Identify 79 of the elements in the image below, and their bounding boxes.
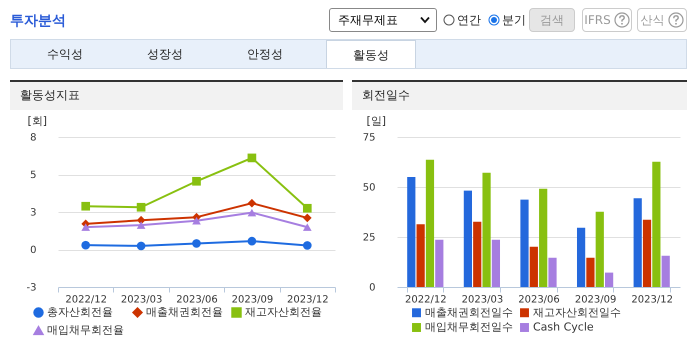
legend-label: Cash Cycle bbox=[533, 320, 594, 334]
y-tick-label: 25 bbox=[362, 232, 376, 244]
y-tick-label: 8 bbox=[30, 132, 36, 144]
text: IFRS bbox=[584, 13, 611, 27]
y-tick-label: 0 bbox=[30, 245, 36, 256]
y-tick-label: 5 bbox=[30, 170, 36, 181]
bar bbox=[473, 222, 482, 287]
bar bbox=[464, 190, 472, 287]
point bbox=[302, 223, 312, 231]
bar bbox=[539, 188, 548, 287]
bar bbox=[416, 224, 425, 287]
bar bbox=[604, 272, 614, 287]
bar bbox=[548, 258, 557, 287]
y-tick-label: 0 bbox=[369, 282, 376, 294]
y-tick-label: 3 bbox=[30, 208, 36, 218]
point bbox=[136, 202, 146, 212]
point bbox=[248, 154, 256, 162]
point bbox=[248, 198, 256, 208]
legend-label: 총자산회전율 bbox=[47, 306, 113, 319]
bar bbox=[407, 177, 416, 287]
x-tick-label: 2023/12 bbox=[631, 294, 673, 306]
bar bbox=[492, 240, 500, 287]
text: 수익성 bbox=[46, 46, 84, 63]
text: 분기 bbox=[502, 12, 526, 28]
x-tick-label: 2022/12 bbox=[405, 294, 447, 306]
chart-title: 활동성지표 bbox=[10, 80, 343, 110]
bar bbox=[482, 172, 491, 287]
point bbox=[136, 242, 146, 250]
x-tick-label: 2023/12 bbox=[287, 294, 329, 306]
text: 주재무제표 bbox=[338, 12, 398, 28]
text: 검색 bbox=[529, 8, 575, 32]
point bbox=[248, 208, 256, 216]
y-tick-label: -3 bbox=[26, 282, 36, 294]
point bbox=[192, 176, 201, 186]
bar bbox=[520, 200, 529, 287]
x-tick-label: 2023/06 bbox=[518, 294, 560, 306]
legend-label: 재고자산회전율 bbox=[245, 306, 322, 319]
point bbox=[81, 240, 90, 250]
point bbox=[302, 204, 312, 213]
x-tick-label: 2023/03 bbox=[462, 294, 504, 306]
x-tick-label: 2022/12 bbox=[65, 294, 107, 306]
legend-label: 매입채무회전율 bbox=[47, 324, 124, 336]
x-tick-label: 2023/09 bbox=[574, 294, 616, 306]
bar bbox=[662, 256, 670, 287]
x-tick-label: 2023/06 bbox=[176, 294, 218, 306]
text: 산식 bbox=[640, 12, 664, 28]
bar bbox=[426, 160, 434, 287]
bar bbox=[530, 246, 538, 287]
bar bbox=[586, 258, 595, 287]
text: 안정성 bbox=[246, 46, 284, 63]
bar bbox=[652, 162, 660, 287]
text: 연간 bbox=[457, 12, 481, 28]
point bbox=[81, 202, 90, 211]
text: 투자분석 bbox=[10, 12, 66, 30]
x-tick-label: 2023/09 bbox=[232, 294, 274, 306]
text: 활동성 bbox=[326, 40, 416, 68]
y-axis-title: [회] bbox=[28, 114, 48, 128]
bar bbox=[642, 220, 652, 287]
bar bbox=[435, 240, 444, 287]
bar bbox=[634, 198, 642, 287]
point bbox=[248, 236, 256, 246]
text: 성장성 bbox=[146, 46, 184, 63]
point bbox=[302, 214, 312, 222]
bar bbox=[576, 228, 586, 287]
point bbox=[136, 221, 146, 229]
y-tick-label: 50 bbox=[362, 182, 376, 194]
point bbox=[192, 217, 201, 225]
y-axis-title: [일] bbox=[366, 114, 386, 128]
x-tick-label: 2023/03 bbox=[120, 294, 162, 306]
legend-label: 매입채무회전일수 bbox=[425, 320, 513, 334]
legend-label: 매출채권회전율 bbox=[146, 306, 223, 319]
point bbox=[302, 241, 312, 250]
bar bbox=[596, 212, 604, 287]
y-tick-label: 75 bbox=[362, 132, 376, 144]
point bbox=[192, 239, 201, 248]
legend-label: 재고자산회전일수 bbox=[533, 306, 621, 319]
chart-title: 회전일수 bbox=[352, 80, 687, 110]
legend-label: 매출채권회전일수 bbox=[425, 306, 513, 319]
point bbox=[81, 223, 90, 231]
